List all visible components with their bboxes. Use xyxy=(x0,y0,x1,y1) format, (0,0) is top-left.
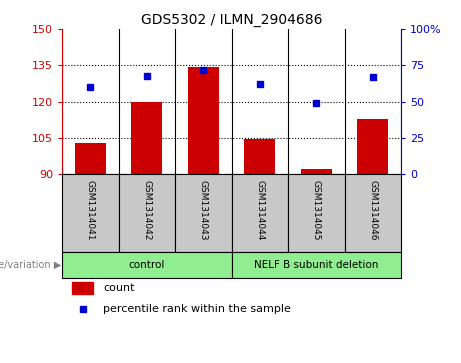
Bar xyxy=(118,174,175,252)
Bar xyxy=(231,174,288,252)
Title: GDS5302 / ILMN_2904686: GDS5302 / ILMN_2904686 xyxy=(141,13,322,26)
Bar xyxy=(131,102,162,174)
Bar xyxy=(72,282,93,294)
Text: genotype/variation ▶: genotype/variation ▶ xyxy=(0,260,61,270)
Text: GSM1314043: GSM1314043 xyxy=(199,180,208,241)
Text: GSM1314046: GSM1314046 xyxy=(368,180,378,241)
Bar xyxy=(75,143,106,174)
Text: percentile rank within the sample: percentile rank within the sample xyxy=(103,304,291,314)
Text: GSM1314044: GSM1314044 xyxy=(255,180,265,241)
Bar xyxy=(288,174,344,252)
Bar xyxy=(188,66,219,174)
Text: GSM1314042: GSM1314042 xyxy=(142,180,152,241)
Bar xyxy=(344,174,401,252)
Bar xyxy=(62,174,118,252)
Bar xyxy=(231,252,401,278)
Text: control: control xyxy=(129,260,165,270)
Bar xyxy=(175,174,231,252)
Bar xyxy=(244,139,275,174)
Text: GSM1314045: GSM1314045 xyxy=(312,180,321,241)
Text: count: count xyxy=(103,283,135,293)
Bar xyxy=(62,252,231,278)
Text: NELF B subunit deletion: NELF B subunit deletion xyxy=(254,260,378,270)
Bar xyxy=(357,119,388,174)
Text: GSM1314041: GSM1314041 xyxy=(86,180,95,241)
Bar xyxy=(301,170,332,174)
